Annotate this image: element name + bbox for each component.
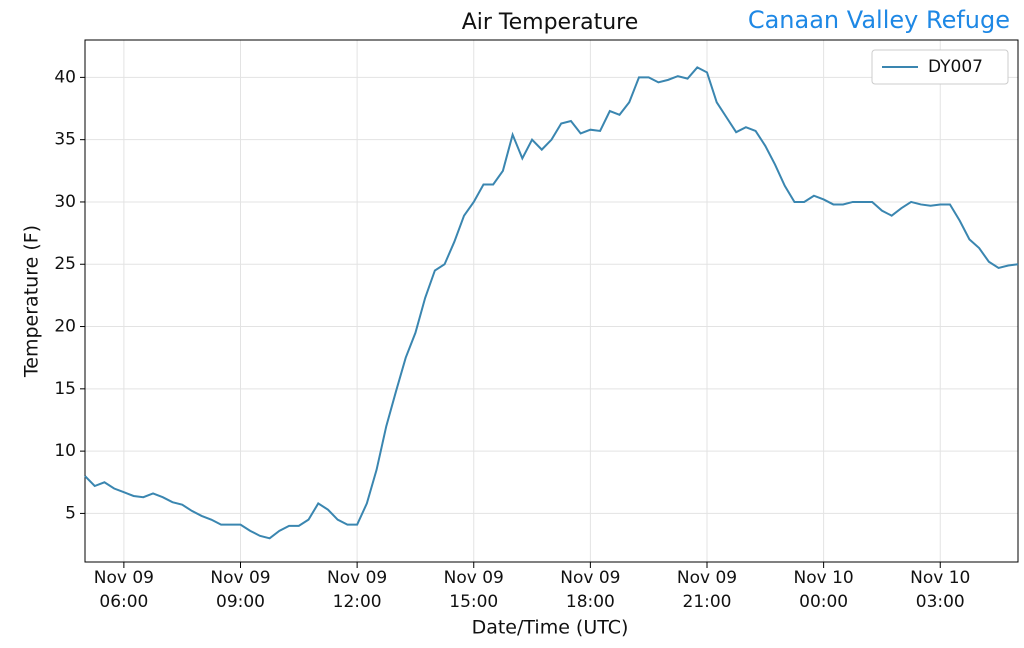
x-tick-label: Nov 09 12:00 bbox=[327, 568, 388, 612]
y-tick-label: 20 bbox=[54, 317, 76, 337]
x-tick-label: Nov 09 06:00 bbox=[93, 568, 154, 612]
x-tick-label: Nov 09 09:00 bbox=[210, 568, 271, 612]
x-tick-label: Nov 09 21:00 bbox=[676, 568, 738, 612]
x-tick-label: Nov 09 15:00 bbox=[443, 568, 504, 612]
y-tick-label: 40 bbox=[54, 67, 76, 87]
y-tick-label: 5 bbox=[65, 503, 76, 523]
y-axis-label: Temperature (F) bbox=[21, 225, 43, 378]
x-axis-label: Date/Time (UTC) bbox=[472, 617, 629, 639]
legend-label: DY007 bbox=[928, 57, 983, 77]
y-tick-label: 30 bbox=[54, 192, 76, 212]
legend-box bbox=[871, 49, 1009, 85]
x-tick-label: Nov 10 00:00 bbox=[793, 568, 854, 612]
y-tick-label: 25 bbox=[54, 254, 76, 274]
plot-frame bbox=[84, 39, 1019, 563]
y-tick-label: 10 bbox=[54, 441, 76, 461]
y-tick-label: 15 bbox=[54, 379, 76, 399]
y-tick-label: 35 bbox=[54, 130, 76, 150]
chart-title: Air Temperature bbox=[462, 10, 639, 35]
data-line bbox=[84, 66, 1019, 540]
chart-subtitle: Canaan Valley Refuge bbox=[748, 6, 1010, 34]
x-tick-label: Nov 09 18:00 bbox=[560, 568, 621, 612]
x-tick-label: Nov 10 03:00 bbox=[910, 568, 971, 612]
